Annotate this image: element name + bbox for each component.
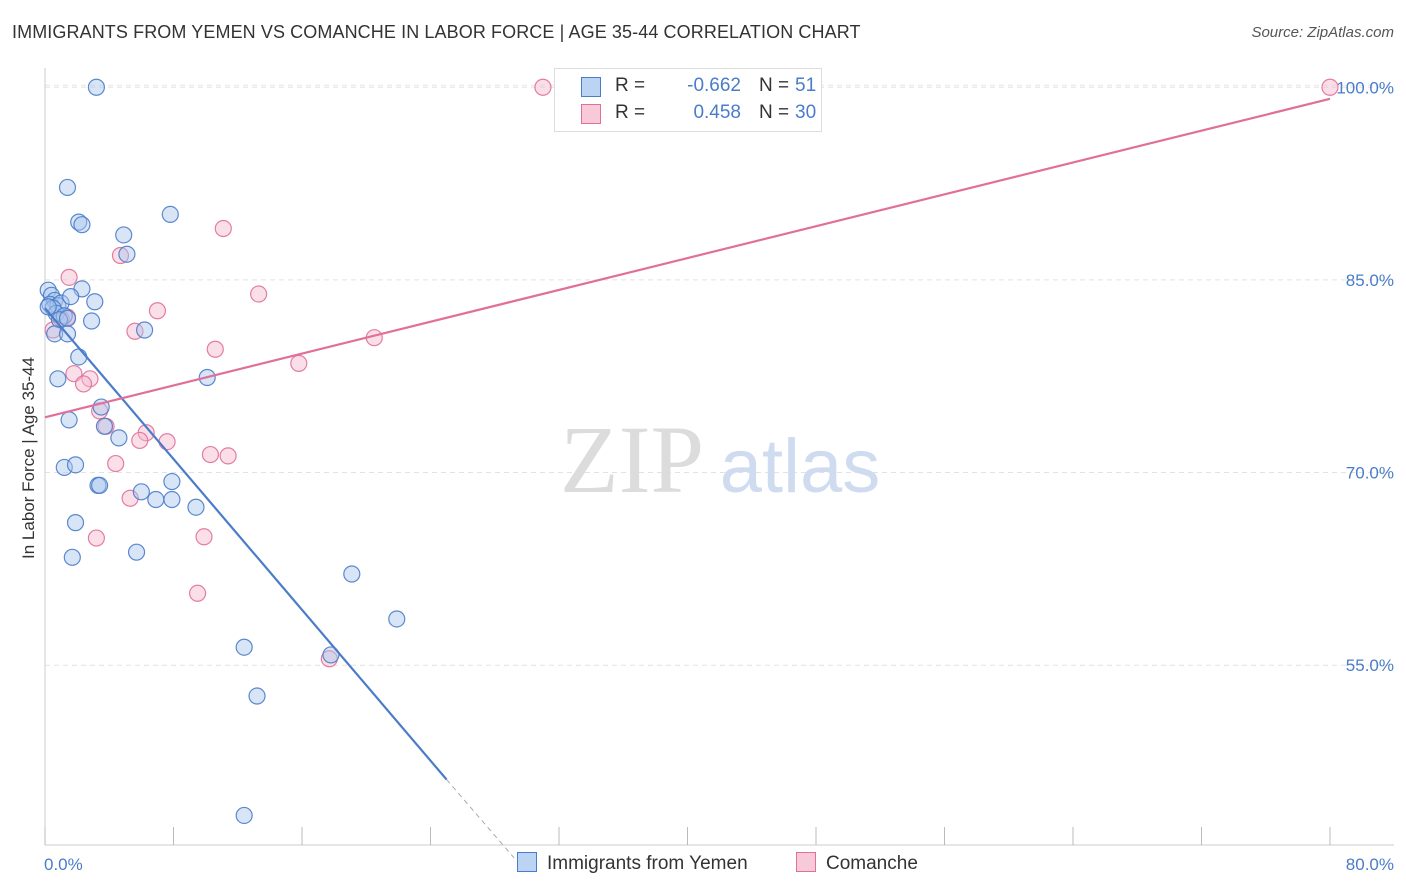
axes (44, 68, 1394, 846)
data-point (82, 312, 101, 330)
legend-label-yemen: Immigrants from Yemen (547, 853, 748, 874)
data-point (58, 309, 77, 328)
legend-n-label: N = (759, 75, 790, 96)
legend-r-value: -0.662 (687, 75, 741, 96)
legend-n-value: 30 (795, 102, 817, 123)
trend-lines (44, 97, 1331, 859)
legend-r-label: R = (615, 75, 646, 96)
data-point (388, 610, 406, 628)
data-point (534, 78, 552, 96)
data-point (87, 78, 106, 96)
data-point (235, 806, 253, 825)
watermark-atlas: atlas (720, 424, 881, 509)
data-point (343, 565, 361, 583)
data-point (73, 216, 91, 234)
data-point (131, 431, 149, 450)
x-tick-label-min: 0.0% (44, 855, 83, 874)
data-point (60, 411, 78, 429)
correlation-legend: R = -0.662 N = 51 R = 0.458 N = 30 (554, 68, 822, 132)
data-point (235, 638, 253, 656)
y-axis-label: In Labor Force | Age 35-44 (19, 357, 38, 559)
legend-item-yemen: Immigrants from Yemen (517, 852, 748, 875)
data-point (111, 246, 130, 265)
data-point (188, 584, 207, 602)
series-comanche (44, 78, 1339, 668)
watermark-zip: ZIP (560, 406, 704, 513)
data-point (214, 219, 232, 238)
data-point (147, 490, 165, 509)
data-point (95, 417, 114, 435)
trend-line (44, 97, 1331, 419)
data-point (49, 370, 67, 388)
data-point (60, 268, 78, 286)
data-point (55, 458, 73, 477)
data-point (148, 302, 167, 320)
data-point (127, 543, 146, 561)
data-point (187, 498, 205, 516)
data-point (195, 528, 213, 546)
data-point (163, 472, 181, 491)
data-point (118, 245, 136, 263)
data-point (290, 354, 308, 372)
legend-swatch-yemen (517, 852, 537, 872)
data-point (39, 298, 57, 316)
y-tick-labels: 55.0% 70.0% 85.0% 100.0% (1336, 78, 1394, 675)
data-point (158, 433, 176, 451)
data-point (70, 348, 88, 366)
data-point (110, 429, 128, 447)
legend-r-label: R = (615, 102, 646, 123)
watermark: ZIP atlas (560, 406, 880, 513)
data-point (70, 213, 88, 231)
y-tick-label: 70.0% (1346, 464, 1394, 483)
legend-item-comanche: Comanche (796, 852, 918, 875)
x-tick-label-max: 80.0% (1346, 855, 1394, 874)
data-point (1321, 78, 1339, 96)
data-point (86, 293, 104, 311)
data-point (322, 646, 340, 664)
y-tick-label: 55.0% (1346, 656, 1394, 675)
data-point (135, 321, 154, 339)
y-tick-label: 100.0% (1336, 78, 1394, 97)
data-point (163, 490, 181, 509)
data-point (91, 476, 109, 494)
data-point (161, 205, 179, 224)
data-point (66, 514, 85, 532)
data-point (219, 447, 237, 465)
trend-line-extension (446, 779, 515, 859)
data-point (74, 375, 93, 393)
data-point (46, 325, 64, 343)
data-point (87, 529, 106, 547)
data-point (107, 454, 125, 473)
data-point (39, 281, 57, 299)
y-tick-label: 85.0% (1346, 271, 1394, 290)
data-point (248, 687, 266, 705)
legend-n-label: N = (759, 102, 790, 123)
data-point (62, 288, 80, 306)
legend-swatch-comanche (796, 852, 816, 872)
grid-lines (45, 84, 1390, 666)
data-point (250, 285, 268, 303)
legend-r-value: 0.458 (693, 102, 741, 123)
legend-swatch-yemen (581, 77, 601, 97)
data-point (201, 445, 220, 464)
data-point (58, 178, 77, 197)
data-point (206, 340, 224, 358)
data-point (63, 548, 81, 566)
data-point (132, 483, 150, 501)
chart-title: IMMIGRANTS FROM YEMEN VS COMANCHE IN LAB… (12, 22, 861, 42)
data-point (66, 456, 85, 474)
source-label: Source: ZipAtlas.com (1251, 24, 1394, 41)
trend-line (44, 307, 448, 781)
legend-n-value: 51 (795, 75, 817, 96)
legend-label-comanche: Comanche (826, 853, 918, 874)
legend-swatch-comanche (581, 104, 601, 124)
data-point (115, 226, 133, 244)
